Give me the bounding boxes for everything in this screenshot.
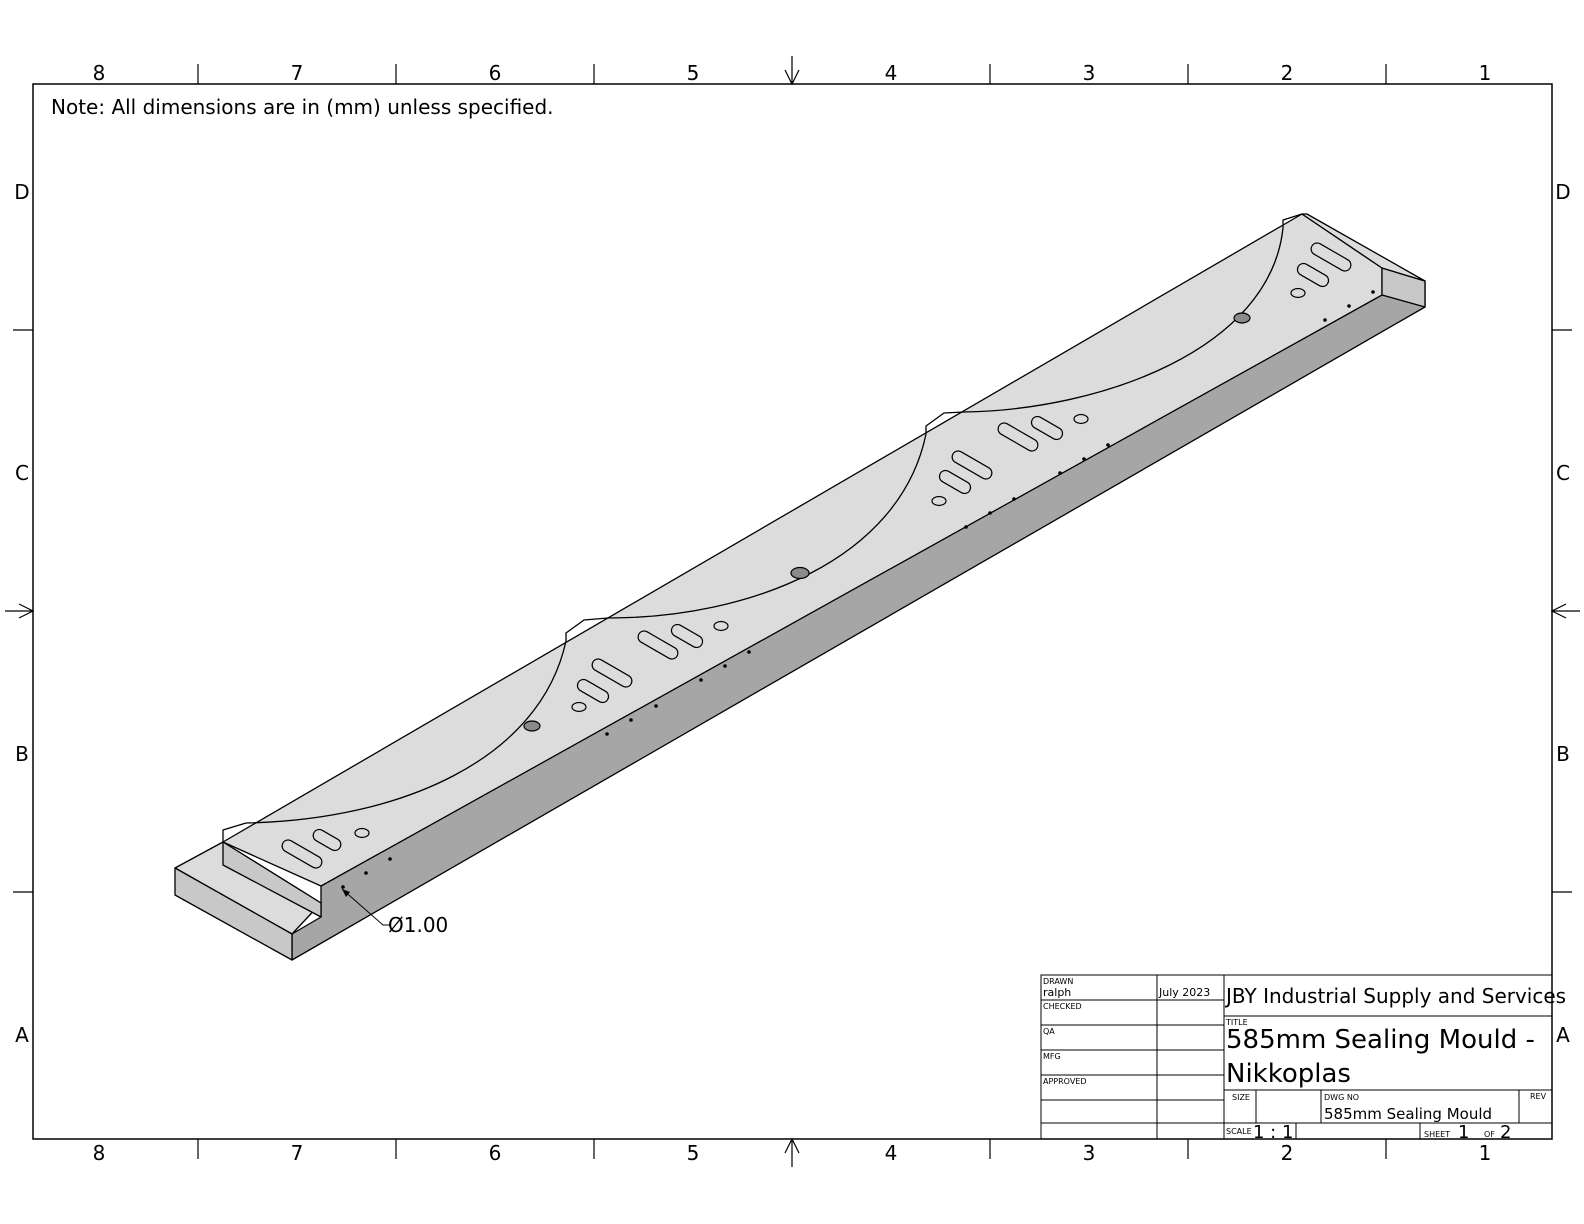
part-left-step — [222, 841, 322, 918]
zone-col-bottom-3: 6 — [489, 1141, 502, 1165]
slot — [312, 828, 342, 852]
arc-edge-1 — [245, 640, 567, 824]
part-side-face — [291, 275, 1426, 961]
part-features — [281, 242, 1352, 869]
scale-value: 1 : 1 — [1253, 1122, 1293, 1143]
title-block-text: DRAWN ralph July 2023 CHECKED QA MFG APP… — [1043, 977, 1566, 1143]
checked-label: CHECKED — [1043, 1002, 1082, 1011]
zone-col-bottom-1: 8 — [93, 1141, 106, 1165]
approved-label: APPROVED — [1043, 1077, 1087, 1086]
slot — [670, 623, 704, 649]
company-name: JBY Industrial Supply and Services — [1224, 984, 1566, 1008]
zone-row-left-d: D — [14, 180, 29, 204]
zone-col-bottom-2: 7 — [291, 1141, 304, 1165]
slot — [951, 450, 993, 480]
zone-col-bottom-6: 3 — [1083, 1141, 1096, 1165]
of-label: OF — [1484, 1130, 1495, 1139]
zone-col-top-4: 5 — [687, 61, 700, 85]
scale-label: SCALE — [1226, 1127, 1252, 1136]
zone-col-bottom-7: 2 — [1281, 1141, 1294, 1165]
zone-col-top-6: 3 — [1083, 61, 1096, 85]
dwg-no: 585mm Sealing Mould — [1324, 1105, 1492, 1123]
step-line-2 — [565, 617, 609, 641]
zone-col-top-1: 8 — [93, 61, 106, 85]
sealing-mould-part — [174, 213, 1426, 961]
zone-col-bottom-8: 1 — [1479, 1141, 1492, 1165]
zone-col-bottom-4: 5 — [687, 1141, 700, 1165]
part-left-end — [174, 867, 293, 961]
hole — [571, 701, 587, 713]
drawing-title-line2: Nikkoplas — [1226, 1059, 1351, 1089]
center-hole — [523, 720, 541, 732]
zone-row-left-c: C — [15, 461, 29, 485]
slot — [997, 422, 1039, 452]
zone-col-bottom-5: 4 — [885, 1141, 898, 1165]
slot — [1310, 242, 1352, 272]
zone-row-right-a: A — [1556, 1023, 1570, 1047]
dimension-note: Note: All dimensions are in (mm) unless … — [51, 95, 554, 119]
arc-edge-3 — [963, 227, 1284, 413]
arc-edge-2 — [607, 433, 927, 619]
rev-label: REV — [1530, 1092, 1547, 1101]
size-label: SIZE — [1232, 1093, 1250, 1102]
zone-col-top-8: 1 — [1479, 61, 1492, 85]
qa-label: QA — [1043, 1027, 1055, 1036]
hole — [931, 495, 947, 507]
zone-row-right-c: C — [1556, 461, 1570, 485]
zone-labels: 8 7 6 5 4 3 2 1 8 7 6 5 4 3 2 1 D C B A … — [14, 61, 1570, 1165]
dimension-label: Ø1.00 — [388, 913, 448, 937]
zone-row-right-b: B — [1556, 742, 1570, 766]
zone-col-top-2: 7 — [291, 61, 304, 85]
slot — [591, 658, 633, 688]
center-hole — [1233, 312, 1251, 324]
zone-ticks — [5, 56, 1580, 1167]
hole — [354, 827, 370, 839]
zone-col-top-5: 4 — [885, 61, 898, 85]
slot — [637, 630, 679, 660]
part-top-face — [222, 213, 1383, 887]
pin-holes — [341, 290, 1375, 889]
center-hole — [790, 566, 810, 580]
drawing-title-line1: 585mm Sealing Mould - — [1226, 1025, 1535, 1055]
hole — [1290, 287, 1306, 299]
zone-col-top-3: 6 — [489, 61, 502, 85]
hole — [1073, 413, 1089, 425]
title-block — [1040, 974, 1553, 1140]
slot — [938, 469, 972, 495]
drawn-by: ralph — [1043, 986, 1071, 999]
step-line-1 — [222, 822, 247, 842]
slot — [1030, 415, 1064, 441]
step-line-4 — [1282, 213, 1303, 228]
step-line-3 — [925, 411, 965, 434]
title-label: TITLE — [1225, 1018, 1248, 1027]
drawn-label: DRAWN — [1043, 977, 1073, 986]
slot — [1296, 262, 1330, 288]
mfg-label: MFG — [1043, 1052, 1061, 1061]
zone-col-top-7: 2 — [1281, 61, 1294, 85]
sheet-total: 2 — [1500, 1122, 1511, 1143]
dimension-leader — [341, 888, 390, 926]
slot — [281, 839, 323, 869]
leader-arrow — [342, 889, 350, 897]
sheet-number: 1 — [1458, 1122, 1469, 1143]
part-right-lip — [1301, 213, 1426, 282]
sheet-label: SHEET — [1424, 1130, 1450, 1139]
drawn-date: July 2023 — [1158, 986, 1210, 999]
zone-row-left-a: A — [15, 1023, 29, 1047]
dwg-no-label: DWG NO — [1324, 1093, 1359, 1102]
hole — [713, 620, 729, 632]
slot — [576, 678, 610, 704]
zone-row-left-b: B — [15, 742, 29, 766]
zone-row-right-d: D — [1555, 180, 1570, 204]
